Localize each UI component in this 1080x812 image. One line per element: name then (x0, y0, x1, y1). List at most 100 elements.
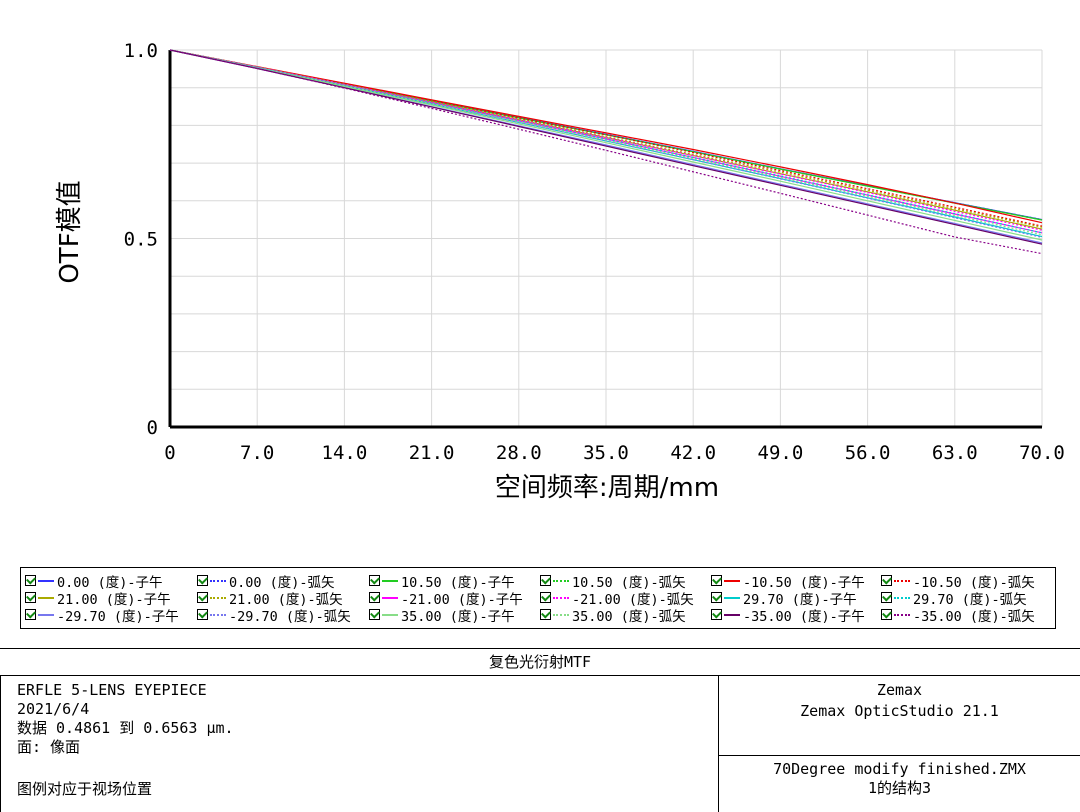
checkbox-icon[interactable] (881, 592, 892, 603)
legend-label: 29.70 (度)-弧矢 (913, 591, 1027, 608)
checkbox-icon[interactable] (369, 592, 380, 603)
checkbox-icon[interactable] (369, 609, 380, 620)
legend-item[interactable]: 10.50 (度)-子午 (369, 572, 515, 591)
series-line (169, 49, 1043, 231)
legend-item[interactable]: -35.00 (度)-子午 (711, 606, 865, 625)
x-tick-label: 14.0 (322, 442, 368, 464)
software-version: Zemax OpticStudio 21.1 (800, 702, 999, 720)
legend-swatch (724, 613, 740, 616)
legend-swatch (553, 613, 569, 616)
checkbox-icon[interactable] (25, 609, 36, 620)
x-tick-label: 70.0 (1019, 442, 1065, 464)
legend-item[interactable]: 29.70 (度)-弧矢 (881, 589, 1027, 608)
checkbox-icon[interactable] (369, 575, 380, 586)
checkbox-icon[interactable] (25, 575, 36, 586)
legend-item[interactable]: 35.00 (度)-弧矢 (540, 606, 686, 625)
legend-item[interactable]: 35.00 (度)-子午 (369, 606, 515, 625)
legend-item[interactable]: -10.50 (度)-弧矢 (881, 572, 1035, 591)
x-tick-label: 7.0 (240, 442, 274, 464)
legend-swatch (724, 579, 740, 582)
lens-title: ERFLE 5-LENS EYEPIECE (17, 681, 207, 699)
legend-swatch (553, 579, 569, 582)
legend-label: -29.70 (度)-弧矢 (229, 608, 351, 625)
legend-swatch (724, 596, 740, 599)
legend-item[interactable]: -29.70 (度)-子午 (25, 606, 179, 625)
x-tick-label: 42.0 (670, 442, 716, 464)
file-name: 70Degree modify finished.ZMX (773, 760, 1026, 778)
company-name: Zemax (876, 681, 923, 699)
series-line (169, 49, 1043, 241)
checkbox-icon[interactable] (881, 575, 892, 586)
checkbox-icon[interactable] (197, 575, 208, 586)
legend-swatch (382, 613, 398, 616)
legend-item[interactable]: 10.50 (度)-弧矢 (540, 572, 686, 591)
x-tick-label: 35.0 (583, 442, 629, 464)
x-tick-label: 0 (164, 442, 175, 464)
checkbox-icon[interactable] (540, 609, 551, 620)
chart-grid (170, 49, 1043, 427)
checkbox-icon[interactable] (540, 592, 551, 603)
series-line (169, 49, 1043, 255)
checkbox-icon[interactable] (25, 592, 36, 603)
series-line (169, 49, 1043, 224)
checkbox-icon[interactable] (197, 592, 208, 603)
mtf-chart: 0 7.0 14.0 21.0 28.0 35.0 42.0 49.0 56.0 63.0 70.0… (55, 40, 1065, 503)
analysis-title: 复色光衍射MTF (0, 649, 1080, 676)
legend-swatch (210, 579, 226, 582)
legend-label: 10.50 (度)-子午 (401, 574, 515, 591)
x-tick-label: 49.0 (758, 442, 804, 464)
chart-legend: 0.00 (度)-子午 0.00 (度)-弧矢 10.50 (度)-子午 10.50 … (20, 567, 1056, 629)
y-tick-label: 0.5 (124, 229, 158, 251)
info-left-cell: ERFLE 5-LENS EYEPIECE 2021/6/4 数据 0.4861… (0, 676, 719, 812)
legend-label: 35.00 (度)-弧矢 (572, 608, 686, 625)
legend-label: -10.50 (度)-弧矢 (913, 574, 1035, 591)
legend-label: 21.00 (度)-弧矢 (229, 591, 343, 608)
legend-swatch (553, 596, 569, 599)
legend-item[interactable]: -21.00 (度)-弧矢 (540, 589, 694, 608)
legend-item[interactable]: -10.50 (度)-子午 (711, 572, 865, 591)
legend-label: 10.50 (度)-弧矢 (572, 574, 686, 591)
legend-item[interactable]: 0.00 (度)-子午 (25, 572, 163, 591)
series-line (169, 49, 1043, 236)
legend-label: 0.00 (度)-子午 (57, 574, 163, 591)
legend-label: -21.00 (度)-子午 (401, 591, 523, 608)
x-axis-label: 空间频率:周期/mm (495, 473, 719, 503)
checkbox-icon[interactable] (540, 575, 551, 586)
chart-axes (168, 50, 1042, 429)
legend-label: -35.00 (度)-子午 (743, 608, 865, 625)
legend-item[interactable]: 21.00 (度)-子午 (25, 589, 171, 608)
wavelength-text: 数据 0.4861 到 0.6563 μm. (17, 719, 234, 737)
chart-series (169, 49, 1043, 255)
legend-label: 29.70 (度)-子午 (743, 591, 857, 608)
checkbox-icon[interactable] (711, 575, 722, 586)
legend-label: -21.00 (度)-弧矢 (572, 591, 694, 608)
legend-swatch (38, 596, 54, 599)
legend-swatch (894, 596, 910, 599)
x-tick-label: 28.0 (496, 442, 542, 464)
legend-label: 0.00 (度)-弧矢 (229, 574, 335, 591)
x-tick-label: 56.0 (845, 442, 891, 464)
legend-swatch (38, 579, 54, 582)
x-tick-label: 21.0 (409, 442, 455, 464)
checkbox-icon[interactable] (881, 609, 892, 620)
legend-label: -29.70 (度)-子午 (57, 608, 179, 625)
legend-label: -35.00 (度)-弧矢 (913, 608, 1035, 625)
legend-label: 21.00 (度)-子午 (57, 591, 171, 608)
legend-note: 图例对应于视场位置 (17, 780, 153, 798)
legend-item[interactable]: 0.00 (度)-弧矢 (197, 572, 335, 591)
checkbox-icon[interactable] (711, 609, 722, 620)
legend-item[interactable]: 21.00 (度)-弧矢 (197, 589, 343, 608)
legend-swatch (210, 613, 226, 616)
checkbox-icon[interactable] (197, 609, 208, 620)
chart-ticks: 0 7.0 14.0 21.0 28.0 35.0 42.0 49.0 56.0 63.0 70.0… (124, 40, 1065, 464)
legend-label: 35.00 (度)-子午 (401, 608, 515, 625)
legend-item[interactable]: -29.70 (度)-弧矢 (197, 606, 351, 625)
software-cell: Zemax Zemax OpticStudio 21.1 (719, 676, 1080, 756)
legend-swatch (382, 579, 398, 582)
x-tick-label: 63.0 (932, 442, 978, 464)
legend-item[interactable]: -35.00 (度)-弧矢 (881, 606, 1035, 625)
legend-item[interactable]: 29.70 (度)-子午 (711, 589, 857, 608)
checkbox-icon[interactable] (711, 592, 722, 603)
y-tick-label: 0 (147, 417, 158, 439)
legend-item[interactable]: -21.00 (度)-子午 (369, 589, 523, 608)
